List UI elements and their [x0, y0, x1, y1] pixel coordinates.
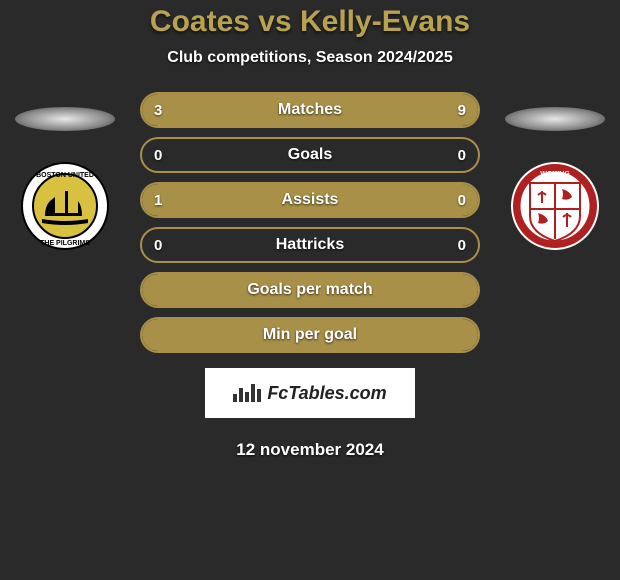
stat-label: Min per goal	[142, 326, 478, 344]
stat-bar-matches: 39Matches	[140, 92, 480, 128]
stat-label: Matches	[142, 101, 478, 119]
right-club-badge: WOKING	[510, 161, 600, 251]
infographic-container: Coates vs Kelly-Evans Club competitions,…	[0, 0, 620, 580]
left-club-badge: BOSTON UNITED THE PILGRIMS	[20, 161, 110, 251]
stat-label: Hattricks	[142, 236, 478, 254]
left-player-column: BOSTON UNITED THE PILGRIMS	[10, 92, 120, 251]
page-title: Coates vs Kelly-Evans	[150, 5, 470, 39]
stats-column: 39Matches 00Goals 10Assists 00Hattricks Goal…	[140, 92, 480, 353]
svg-text:WOKING: WOKING	[540, 171, 570, 178]
main-area: BOSTON UNITED THE PILGRIMS 39Matches 00Go…	[0, 92, 620, 353]
stat-bar-assists: 10Assists	[140, 182, 480, 218]
player-silhouette-left	[15, 107, 115, 131]
right-player-column: WOKING	[500, 92, 610, 251]
boston-united-badge-icon: BOSTON UNITED THE PILGRIMS	[20, 161, 110, 251]
chart-bars-icon	[233, 384, 261, 402]
stat-bar-goals: 00Goals	[140, 137, 480, 173]
stat-bar-goals-per-match: Goals per match	[140, 272, 480, 308]
watermark-text: FcTables.com	[267, 383, 386, 404]
stat-bar-hattricks: 00Hattricks	[140, 227, 480, 263]
stat-label: Goals	[142, 146, 478, 164]
stat-bar-min-per-goal: Min per goal	[140, 317, 480, 353]
stat-label: Assists	[142, 191, 478, 209]
woking-badge-icon: WOKING	[510, 161, 600, 251]
watermark-badge: FcTables.com	[205, 368, 415, 418]
svg-text:THE PILGRIMS: THE PILGRIMS	[40, 240, 90, 247]
page-subtitle: Club competitions, Season 2024/2025	[167, 49, 452, 67]
stat-label: Goals per match	[142, 281, 478, 299]
player-silhouette-right	[505, 107, 605, 131]
svg-text:BOSTON UNITED: BOSTON UNITED	[36, 172, 94, 179]
date-text: 12 november 2024	[236, 440, 383, 460]
